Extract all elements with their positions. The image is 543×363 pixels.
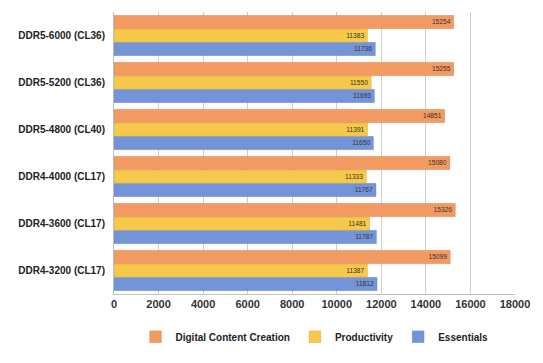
svg-text:10000: 10000 (321, 298, 352, 310)
svg-text:18000: 18000 (500, 298, 531, 310)
svg-text:DDR4-3600 (CL17): DDR4-3600 (CL17) (18, 218, 105, 229)
svg-text:11736: 11736 (354, 45, 372, 52)
svg-text:15255: 15255 (432, 65, 451, 72)
svg-text:14000: 14000 (411, 298, 442, 310)
svg-text:4000: 4000 (191, 298, 215, 310)
svg-text:Essentials: Essentials (438, 332, 488, 343)
svg-text:2000: 2000 (146, 298, 170, 310)
svg-text:11383: 11383 (346, 32, 364, 39)
svg-text:Productivity: Productivity (335, 332, 393, 343)
svg-text:12000: 12000 (366, 298, 397, 310)
svg-text:8000: 8000 (280, 298, 304, 310)
svg-text:15080: 15080 (428, 159, 447, 166)
svg-text:DDR4-3200 (CL17): DDR4-3200 (CL17) (18, 265, 105, 276)
svg-text:11650: 11650 (352, 139, 370, 146)
svg-text:14851: 14851 (423, 112, 442, 119)
svg-text:11333: 11333 (345, 173, 363, 180)
svg-text:15326: 15326 (434, 206, 453, 213)
svg-text:Digital Content Creation: Digital Content Creation (176, 332, 290, 343)
svg-text:11693: 11693 (353, 92, 371, 99)
svg-text:DDR4-4000 (CL17): DDR4-4000 (CL17) (18, 171, 105, 182)
svg-text:6000: 6000 (235, 298, 259, 310)
svg-text:11767: 11767 (355, 186, 373, 193)
svg-text:15254: 15254 (432, 18, 451, 25)
svg-text:0: 0 (111, 298, 117, 310)
svg-text:DDR5-5200 (CL36): DDR5-5200 (CL36) (18, 77, 105, 88)
svg-text:11481: 11481 (348, 220, 366, 227)
svg-text:11550: 11550 (350, 79, 368, 86)
svg-text:11787: 11787 (355, 233, 373, 240)
svg-text:DDR5-4800 (CL40): DDR5-4800 (CL40) (18, 124, 105, 135)
svg-text:15099: 15099 (428, 253, 447, 260)
svg-text:DDR5-6000 (CL36): DDR5-6000 (CL36) (18, 30, 105, 41)
svg-text:11387: 11387 (346, 267, 364, 274)
svg-text:11391: 11391 (346, 126, 364, 133)
svg-text:16000: 16000 (455, 298, 486, 310)
svg-text:11812: 11812 (356, 280, 374, 287)
